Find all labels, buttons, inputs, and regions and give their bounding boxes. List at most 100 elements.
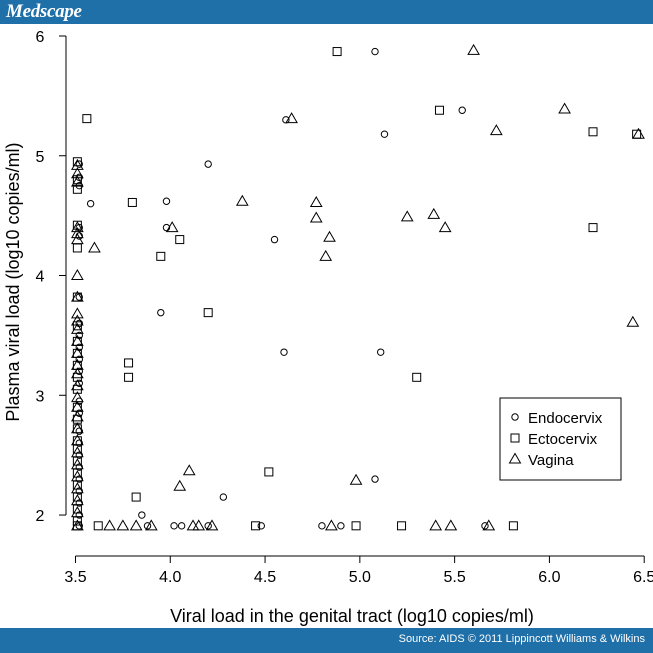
vagina-point: [444, 519, 458, 531]
ectocervix-point: [434, 105, 444, 115]
vagina-point: [71, 446, 84, 458]
vagina-point: [71, 470, 84, 482]
vagina-point: [429, 519, 443, 531]
legend-ectocervix-marker: [510, 433, 520, 443]
ectocervix-point: [203, 308, 213, 318]
ectocervix-point: [397, 521, 407, 531]
vagina-point: [71, 358, 84, 370]
vagina-point: [192, 519, 206, 531]
vagina-point: [182, 464, 196, 476]
vagina-point: [558, 102, 571, 114]
ectocervix-point: [264, 467, 274, 477]
vagina-point: [71, 227, 84, 239]
vagina-point: [323, 230, 336, 242]
endocervix-point: [318, 522, 326, 530]
ectocervix-point: [82, 114, 92, 124]
endocervix-point: [86, 199, 95, 208]
legend-endocervix-marker: [511, 413, 519, 421]
legend-vagina-marker: [508, 452, 522, 464]
endocervix-point: [270, 235, 279, 244]
endocervix-point: [371, 47, 379, 56]
series-endocervix: [75, 47, 489, 530]
x-axis-label: Viral load in the genital tract (log10 c…: [170, 606, 534, 626]
ectocervix-point: [72, 157, 82, 167]
vagina-point: [71, 158, 84, 170]
y-axis-label: Plasma viral load (log10 copies/ml): [3, 142, 23, 421]
endocervix-point: [257, 522, 265, 530]
vagina-point: [165, 221, 179, 233]
ectocervix-point: [588, 223, 598, 233]
ectocervix-point: [131, 492, 141, 502]
vagina-point: [325, 519, 338, 531]
endocervix-point: [376, 348, 385, 356]
chart-axes: 2 3 4 5 6 3.5 4.0 4.5 5.0 5.5 6.0 6.5: [36, 29, 653, 586]
endocervix-point: [481, 522, 489, 530]
vagina-point: [349, 473, 363, 485]
x-tick-label: 4.5: [254, 569, 276, 586]
vagina-point: [71, 367, 84, 379]
vagina-point: [186, 519, 200, 531]
y-tick-label: 5: [36, 149, 45, 166]
endocervix-point: [162, 197, 171, 205]
vagina-point: [626, 315, 640, 327]
vagina-point: [71, 410, 84, 422]
series-vagina: [71, 43, 645, 531]
vagina-point: [71, 167, 84, 179]
x-tick-label: 6.5: [633, 569, 653, 586]
vagina-point: [144, 519, 158, 531]
endocervix-point: [458, 106, 466, 114]
ectocervix-point: [156, 251, 166, 261]
scatter-chart: 2 3 4 5 6 3.5 4.0 4.5 5.0 5.5 6.0 6.5 Endocervix Ect…: [3, 29, 653, 626]
vagina-point: [438, 221, 452, 233]
vagina-point: [71, 458, 84, 470]
ectocervix-point: [127, 197, 137, 207]
vagina-point: [71, 175, 84, 187]
ectocervix-point: [175, 235, 185, 245]
endocervix-point: [280, 348, 288, 356]
vagina-point: [400, 210, 414, 222]
ectocervix-point: [72, 184, 82, 194]
ectocervix-point: [412, 372, 422, 382]
vagina-point: [482, 519, 496, 531]
vagina-point: [71, 269, 84, 281]
vagina-point: [88, 241, 101, 253]
legend: Endocervix Ectocervix Vagina: [499, 397, 622, 481]
ectocervix-point: [72, 321, 82, 331]
ectocervix-point: [93, 521, 103, 531]
ectocervix-point: [124, 358, 134, 368]
vagina-point: [309, 195, 323, 207]
vagina-point: [71, 314, 84, 326]
vagina-point: [71, 434, 84, 446]
endocervix-point: [177, 522, 186, 530]
vagina-point: [129, 519, 143, 531]
endocervix-point: [204, 522, 212, 530]
vagina-point: [116, 519, 130, 531]
x-tick-label: 5.0: [349, 569, 371, 586]
endocervix-point: [337, 522, 345, 530]
vagina-point: [71, 519, 84, 531]
ectocervix-point: [72, 243, 82, 253]
x-tick-label: 5.5: [444, 569, 466, 586]
vagina-point: [309, 211, 323, 223]
vagina-point: [285, 112, 298, 124]
vagina-point: [427, 207, 441, 219]
vagina-point: [103, 519, 116, 531]
vagina-point: [71, 307, 84, 319]
endocervix-point: [143, 522, 152, 530]
endocervix-point: [380, 130, 389, 138]
vagina-point: [71, 322, 84, 334]
x-tick-label: 3.5: [64, 569, 86, 586]
y-tick-label: 4: [36, 269, 45, 286]
endocervix-point: [170, 522, 178, 530]
vagina-point: [71, 334, 84, 346]
vagina-point: [235, 194, 249, 206]
vagina-point: [71, 506, 84, 518]
x-tick-label: 6.0: [538, 569, 560, 586]
endocervix-point: [157, 308, 165, 317]
ectocervix-point: [332, 47, 342, 57]
legend-ectocervix-label: Ectocervix: [528, 431, 598, 448]
x-tick-label: 4.0: [159, 569, 181, 586]
endocervix-point: [162, 223, 171, 232]
source-credit: Source: AIDS © 2011 Lippincott Williams …: [398, 633, 645, 645]
legend-box: [499, 397, 622, 481]
